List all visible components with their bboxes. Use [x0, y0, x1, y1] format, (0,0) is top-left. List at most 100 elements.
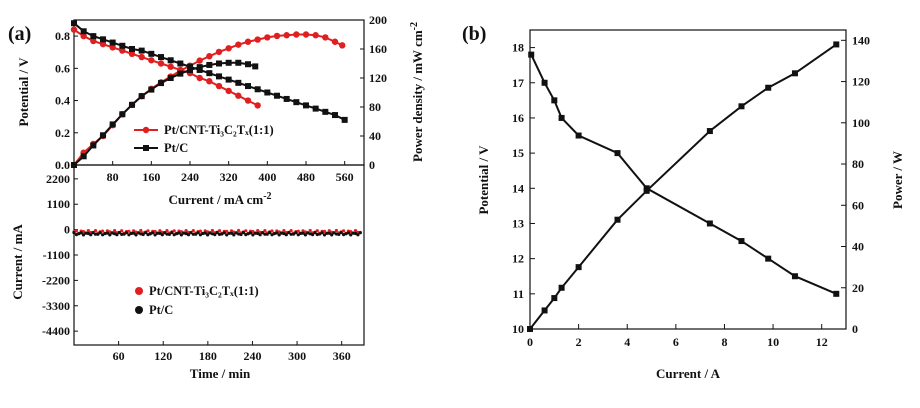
data-point-a-top-0-18: [244, 97, 252, 104]
data-point-a-bottom-1-35: [155, 231, 160, 235]
data-point-b-0-11: [833, 290, 840, 297]
data-point-a-top-1-18: [244, 38, 252, 45]
data-point-a-bottom-1-94: [296, 233, 300, 237]
data-point-a-bottom-0-50: [191, 229, 195, 233]
data-point-a-bottom-0-69: [237, 228, 241, 233]
tick-group-a-top: 80 160 240 320 400 480 560 0.0 0.2 0.4 0.6 0.8 0 40 80…: [55, 13, 387, 184]
data-point-a-bottom-0-83: [270, 229, 274, 233]
legend-label-a-bottom-1: Pt/C: [149, 303, 173, 317]
data-point-a-bottom-0-105: [322, 229, 327, 233]
data-point-a-bottom-0-110: [334, 228, 338, 233]
y-tick-label-a-bottom: -2200: [42, 273, 70, 287]
y-tick-label-b: 10: [512, 322, 524, 336]
data-point-a-bottom-0-97: [303, 230, 307, 234]
data-point-b-0-10: [791, 273, 798, 280]
data-point-a-top-3-18: [245, 61, 251, 68]
data-point-a-bottom-0-23: [127, 229, 131, 233]
data-point-a-bottom-1-117: [351, 231, 355, 235]
data-point-a-bottom-1-33: [151, 231, 155, 235]
x-tick-label-b: 0: [527, 335, 533, 349]
data-point-a-bottom-0-77: [256, 229, 260, 233]
data-point-a-top-2-2: [90, 33, 97, 40]
data-point-a-bottom-1-110: [334, 232, 338, 236]
data-point-a-top-0-2: [90, 37, 97, 45]
x-tick-label-b: 8: [721, 335, 727, 349]
data-point-a-bottom-0-91: [289, 229, 293, 233]
data-point-a-top-2-18: [245, 83, 251, 90]
y-tick-label-a-bottom: 2200: [46, 172, 70, 186]
x-tick-label-a-top: 400: [258, 170, 276, 184]
data-point-a-bottom-1-48: [186, 233, 191, 237]
data-point-a-bottom-0-12: [101, 229, 105, 233]
x-tick-label-a-top: 80: [107, 170, 119, 184]
data-point-b-0-4: [575, 132, 582, 139]
data-point-a-bottom-1-62: [220, 232, 224, 236]
data-point-a-top-2-4: [109, 39, 116, 46]
data-point-a-bottom-0-58: [210, 228, 214, 233]
data-point-a-bottom-1-108: [330, 233, 334, 237]
data-point-b-0-9: [765, 255, 772, 262]
data-point-a-bottom-1-28: [139, 232, 143, 236]
panel-a-top-chart: (a) 80 160 240 320 400 480 560 0.0 0.2 0.4 0.6 0.8 0…: [8, 13, 425, 207]
panel-label-a: (a): [8, 23, 31, 45]
data-point-a-top-0-6: [128, 50, 136, 58]
data-point-a-bottom-1-4: [81, 233, 86, 237]
data-point-a-bottom-1-24: [129, 231, 133, 235]
data-point-a-bottom-0-75: [251, 229, 255, 234]
data-point-a-bottom-1-7: [89, 233, 93, 237]
y-tick-label-b: 17: [512, 76, 524, 90]
data-point-a-bottom-0-61: [217, 229, 222, 233]
panel-b-chart: (b) 0 2 4 6 8 10 12 10 11 12 13 14 15 16 17 18 0 20 40 60 80…: [462, 23, 905, 381]
data-point-a-bottom-1-112: [339, 231, 343, 235]
data-point-a-bottom-1-12: [101, 233, 105, 237]
data-point-a-bottom-1-52: [196, 231, 200, 235]
data-point-a-bottom-0-80: [263, 229, 267, 233]
legend-marker-a-bottom-1: [135, 306, 143, 314]
data-point-b-1-7: [706, 128, 713, 135]
x-tick-label-a-top: 240: [181, 170, 199, 184]
data-point-a-top-3-9: [158, 80, 164, 87]
y-tick-label-a-bottom: -1100: [43, 248, 70, 262]
data-point-a-bottom-1-38: [163, 231, 167, 235]
data-point-a-bottom-1-79: [260, 231, 265, 235]
data-point-a-top-2-14: [206, 70, 213, 77]
data-point-a-top-1-13: [196, 57, 203, 64]
data-point-a-bottom-1-107: [327, 231, 331, 235]
data-point-a-top-3-7: [138, 93, 145, 100]
data-point-a-bottom-1-93: [294, 231, 298, 235]
x-tick-label-b: 2: [576, 335, 582, 349]
data-point-a-top-3-3: [100, 132, 106, 139]
data-point-a-bottom-1-70: [239, 232, 243, 237]
data-point-a-bottom-1-120: [358, 231, 362, 235]
y-right-tick-label-b: 100: [852, 116, 870, 130]
data-point-a-top-0-3: [99, 40, 107, 48]
x-tick-label-a-top: 480: [297, 170, 315, 184]
data-point-a-bottom-1-58: [210, 232, 214, 236]
data-point-a-bottom-1-25: [132, 231, 136, 235]
y-tick-label-a-top: 0.8: [55, 29, 70, 43]
data-point-a-top-0-19: [254, 102, 261, 109]
data-point-a-bottom-1-97: [303, 233, 307, 237]
legend-label-a-bottom-0: Pt/CNT-Ti₃C₂Tₓ(1:1): [149, 284, 259, 298]
data-point-a-top-1-20: [264, 34, 271, 41]
data-point-a-bottom-1-115: [346, 231, 350, 235]
data-point-a-bottom-0-34: [153, 229, 157, 234]
y-right-tick-label-b: 40: [852, 240, 864, 254]
data-point-a-top-3-16: [225, 59, 232, 66]
y-right-axis-label-b: Power / W: [890, 151, 905, 209]
data-point-a-top-0-10: [167, 63, 174, 70]
data-point-a-top-2-23: [293, 99, 300, 106]
x-tick-label-a-top: 560: [336, 170, 354, 184]
data-point-a-top-2-6: [129, 46, 135, 52]
data-point-a-bottom-1-75: [251, 233, 255, 237]
x-tick-label-a-bottom: 120: [154, 349, 172, 363]
x-tick-label-a-bottom: 360: [333, 349, 351, 363]
data-point-a-top-1-25: [312, 32, 319, 39]
data-point-b-1-4: [575, 264, 582, 271]
data-point-a-top-1-14: [206, 53, 213, 60]
data-point-a-top-0-4: [109, 44, 116, 51]
data-point-a-bottom-1-14: [105, 231, 109, 235]
data-point-a-bottom-1-99: [308, 232, 312, 236]
data-point-a-bottom-1-37: [160, 233, 164, 237]
data-point-a-bottom-1-5: [84, 231, 88, 235]
